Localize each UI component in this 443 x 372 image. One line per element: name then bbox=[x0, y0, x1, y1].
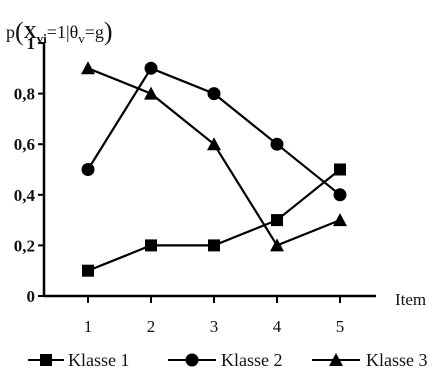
x-tick-label: 3 bbox=[210, 317, 219, 336]
data-point-klasse-1 bbox=[271, 214, 283, 227]
x-axis-ticks: 1 2 3 4 5 bbox=[84, 296, 345, 336]
title-paren-open: ( bbox=[15, 17, 24, 46]
data-point-klasse-1 bbox=[208, 239, 220, 252]
x-tick-label: 1 bbox=[84, 317, 93, 336]
data-point-klasse-1 bbox=[145, 239, 157, 252]
y-tick-label: 0,8 bbox=[14, 85, 35, 104]
data-point-klasse-2 bbox=[144, 61, 158, 75]
title-sub-vi: vi bbox=[37, 31, 48, 46]
data-point-klasse-3 bbox=[333, 213, 347, 227]
data-point-klasse-1 bbox=[334, 163, 346, 176]
legend-marker-triangle bbox=[329, 353, 343, 366]
x-tick-label: 2 bbox=[147, 317, 156, 336]
series-line-klasse-1 bbox=[87, 168, 341, 272]
legend-marker-square bbox=[40, 354, 52, 366]
y-axis-ticks: 0 0,2 0,4 0,6 0,8 1 bbox=[14, 34, 44, 306]
title-eq2: =g bbox=[85, 22, 104, 42]
y-tick-label: 0,6 bbox=[14, 135, 35, 154]
data-point-klasse-3 bbox=[144, 86, 158, 100]
x-tick-label: 4 bbox=[273, 317, 282, 336]
legend: Klasse 1 Klasse 2 Klasse 3 bbox=[28, 350, 428, 370]
data-point-klasse-3 bbox=[270, 238, 284, 252]
chart-title: p(Xvi=1|θv=g) bbox=[6, 17, 113, 46]
legend-label-klasse-1: Klasse 1 bbox=[68, 350, 130, 370]
legend-label-klasse-3: Klasse 3 bbox=[366, 350, 428, 370]
data-point-klasse-1 bbox=[82, 264, 94, 277]
title-paren-close: ) bbox=[104, 17, 113, 46]
series-layer bbox=[81, 61, 347, 277]
title-sub-v: v bbox=[78, 31, 85, 46]
data-point-klasse-2 bbox=[81, 163, 95, 176]
data-point-klasse-2 bbox=[207, 87, 221, 101]
title-p: p bbox=[6, 22, 15, 42]
legend-item-klasse-3: Klasse 3 bbox=[312, 350, 428, 370]
y-tick-label: 0,2 bbox=[14, 236, 35, 255]
x-tick-label: 5 bbox=[336, 317, 345, 336]
data-point-klasse-3 bbox=[81, 61, 95, 75]
y-tick-label: 1 bbox=[27, 34, 36, 53]
legend-marker-circle bbox=[185, 353, 199, 367]
legend-label-klasse-2: Klasse 2 bbox=[221, 350, 283, 370]
y-tick-label: 0 bbox=[27, 287, 36, 306]
data-point-klasse-2 bbox=[270, 137, 284, 151]
title-theta: θ bbox=[70, 22, 79, 42]
data-point-klasse-3 bbox=[207, 137, 221, 151]
legend-item-klasse-2: Klasse 2 bbox=[168, 350, 283, 370]
y-tick-label: 0,4 bbox=[14, 186, 36, 205]
title-eq1: =1| bbox=[47, 22, 70, 42]
title-x: X bbox=[24, 22, 37, 42]
x-axis-label: Item bbox=[395, 290, 426, 309]
data-point-klasse-2 bbox=[333, 188, 347, 202]
legend-item-klasse-1: Klasse 1 bbox=[28, 350, 130, 370]
